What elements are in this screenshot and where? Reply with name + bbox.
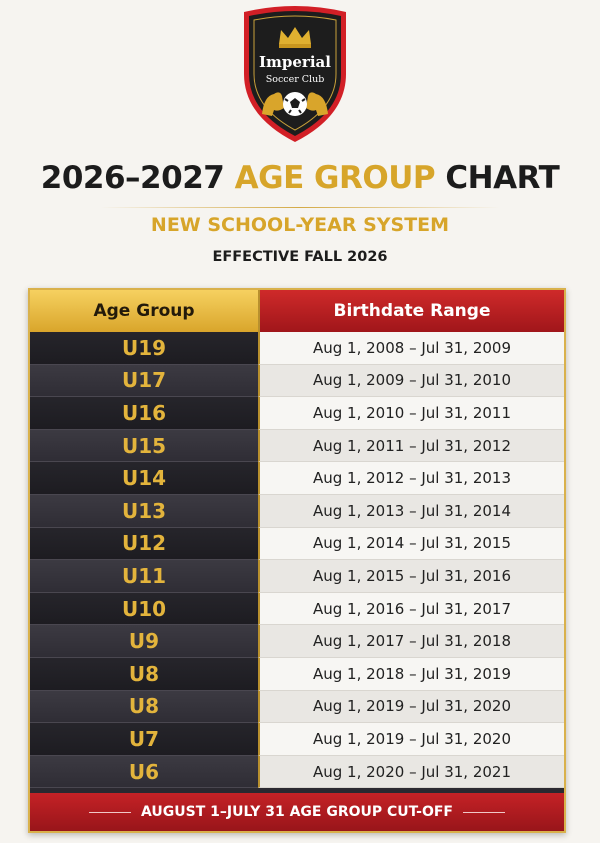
table-row: U13 Aug 1, 2013 – Jul 31, 2014 [30,494,564,528]
logo-name-line2: Soccer Club [266,74,325,85]
logo-name-line1: Imperial [259,53,331,71]
imperial-soccer-club-logo: Imperial Soccer Club [244,6,346,142]
birthdate-range-cell: Aug 1, 2017 – Jul 31, 2018 [258,625,564,658]
table-row: U11 Aug 1, 2015 – Jul 31, 2016 [30,560,564,593]
birthdate-range-cell: Aug 1, 2015 – Jul 31, 2016 [258,560,564,593]
crown-icon [279,27,311,48]
birthdate-range-cell: Aug 1, 2012 – Jul 31, 2013 [258,462,564,495]
lion-right-icon [306,92,328,116]
age-group-cell: U6 [30,755,258,789]
age-group-cell: U16 [30,397,258,430]
table-row: U14 Aug 1, 2012 – Jul 31, 2013 [30,462,564,495]
title-years: 2026–2027 [40,160,225,196]
title-age-group: AGE GROUP [234,160,436,196]
table-row: U8 Aug 1, 2018 – Jul 31, 2019 [30,657,564,691]
age-group-cell: U11 [30,560,258,593]
birthdate-range-cell: Aug 1, 2016 – Jul 31, 2017 [258,592,564,626]
birthdate-range-cell: Aug 1, 2019 – Jul 31, 2020 [258,723,564,756]
birthdate-range-cell: Aug 1, 2020 – Jul 31, 2021 [258,755,564,789]
title-divider [100,207,500,208]
table-row: U12 Aug 1, 2014 – Jul 31, 2015 [30,527,564,561]
age-group-cell: U9 [30,625,258,658]
column-header-age-group: Age Group [30,290,258,332]
table-row: U19 Aug 1, 2008 – Jul 31, 2009 [30,332,564,365]
table-row: U10 Aug 1, 2016 – Jul 31, 2017 [30,592,564,626]
cutoff-footer-banner: AUGUST 1–JULY 31 AGE GROUP CUT-OFF [30,793,564,831]
age-group-cell: U12 [30,527,258,561]
table-row: U15 Aug 1, 2011 – Jul 31, 2012 [30,429,564,463]
birthdate-range-cell: Aug 1, 2018 – Jul 31, 2019 [258,657,564,691]
age-group-cell: U7 [30,723,258,756]
table-body: U19 Aug 1, 2008 – Jul 31, 2009 U17 Aug 1, … [30,332,564,789]
age-group-table: Age Group Birthdate Range U19 Aug 1, 2008… [28,288,566,833]
table-row: U6 Aug 1, 2020 – Jul 31, 2021 [30,755,564,789]
birthdate-range-cell: Aug 1, 2010 – Jul 31, 2011 [258,397,564,430]
table-row: U8 Aug 1, 2019 – Jul 31, 2020 [30,690,564,724]
page-title: 2026–2027 AGE GROUP CHART [0,160,600,196]
birthdate-range-cell: Aug 1, 2019 – Jul 31, 2020 [258,690,564,724]
lion-left-icon [262,92,284,116]
table-row: U16 Aug 1, 2010 – Jul 31, 2011 [30,397,564,430]
footer-left-dash [89,811,131,813]
age-group-cell: U10 [30,592,258,626]
birthdate-range-cell: Aug 1, 2008 – Jul 31, 2009 [258,332,564,365]
age-group-cell: U17 [30,364,258,398]
age-group-cell: U8 [30,657,258,691]
age-group-cell: U14 [30,462,258,495]
effective-date: EFFECTIVE FALL 2026 [212,249,388,265]
age-group-cell: U19 [30,332,258,365]
footer-right-dash [462,811,505,813]
column-header-birthdate-range: Birthdate Range [258,290,564,332]
age-group-cell: U15 [30,429,258,463]
cutoff-footer-text: AUGUST 1–JULY 31 AGE GROUP CUT-OFF [141,804,453,820]
birthdate-range-cell: Aug 1, 2011 – Jul 31, 2012 [258,429,564,463]
table-header-row: Age Group Birthdate Range [30,290,564,332]
birthdate-range-cell: Aug 1, 2014 – Jul 31, 2015 [258,527,564,561]
age-group-cell: U13 [30,494,258,528]
table-row: U17 Aug 1, 2009 – Jul 31, 2010 [30,364,564,398]
birthdate-range-cell: Aug 1, 2013 – Jul 31, 2014 [258,494,564,528]
age-group-cell: U8 [30,690,258,724]
soccer-ball-icon [283,92,307,116]
table-row: U9 Aug 1, 2017 – Jul 31, 2018 [30,625,564,658]
title-chart: CHART [445,160,560,196]
subtitle: NEW SCHOOL-YEAR SYSTEM [150,214,450,236]
table-row: U7 Aug 1, 2019 – Jul 31, 2020 [30,723,564,756]
birthdate-range-cell: Aug 1, 2009 – Jul 31, 2010 [258,364,564,398]
